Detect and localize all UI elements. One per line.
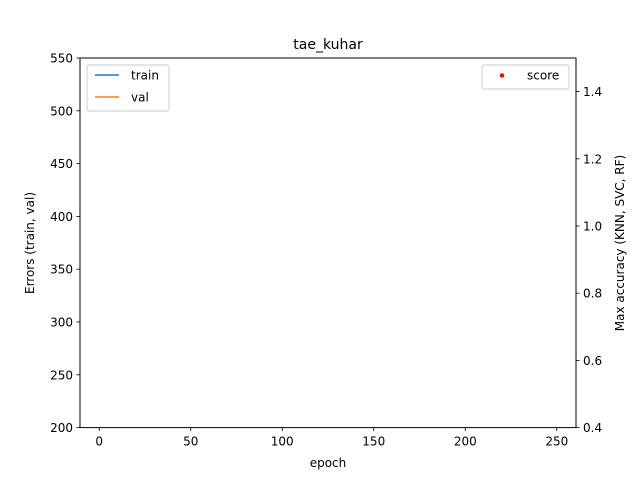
x-tick-label: 0 bbox=[95, 435, 103, 449]
x-tick-label: 200 bbox=[454, 435, 477, 449]
y-tick-label: 500 bbox=[50, 104, 73, 118]
chart-title: tae_kuhar bbox=[293, 37, 363, 53]
y-tick-label: 400 bbox=[50, 210, 73, 224]
y-tick-label: 300 bbox=[50, 316, 73, 330]
legend-val-label: val bbox=[131, 91, 149, 105]
legend-right: score bbox=[481, 64, 570, 90]
y2-tick-label: 1.4 bbox=[583, 85, 602, 99]
x-tick-label: 100 bbox=[271, 435, 294, 449]
y2-axis-label: Max accuracy (KNN, SVC, RF) bbox=[613, 155, 627, 331]
legend-left-frame bbox=[86, 64, 170, 112]
y2-axis-ticks: 0.4 0.6 0.8 1.0 1.2 1.4 bbox=[576, 85, 602, 435]
legend-score-swatch bbox=[499, 73, 505, 78]
plot-area bbox=[80, 58, 576, 428]
y2-tick-label: 1.2 bbox=[583, 152, 602, 166]
y2-tick-label: 1.0 bbox=[583, 220, 602, 234]
legend-score-label: score bbox=[527, 69, 559, 83]
x-tick-label: 150 bbox=[362, 435, 385, 449]
x-axis-ticks: 0 50 100 150 200 250 bbox=[95, 427, 568, 449]
legend-train-label: train bbox=[131, 69, 159, 83]
plot-frame bbox=[79, 57, 577, 429]
y-axis-ticks: 200 250 300 350 400 450 500 550 bbox=[50, 52, 80, 435]
x-tick-label: 50 bbox=[183, 435, 198, 449]
y-tick-label: 250 bbox=[50, 368, 73, 382]
legend-left: train val bbox=[86, 64, 170, 112]
y-tick-label: 350 bbox=[50, 263, 73, 277]
x-axis-label: epoch bbox=[310, 456, 347, 470]
y2-tick-label: 0.8 bbox=[583, 287, 602, 301]
x-tick-label: 250 bbox=[545, 435, 568, 449]
y-tick-label: 550 bbox=[50, 52, 73, 66]
legend-right-frame bbox=[481, 64, 570, 90]
y-tick-label: 200 bbox=[50, 421, 73, 435]
y2-tick-label: 0.6 bbox=[583, 354, 602, 368]
y-axis-label: Errors (train, val) bbox=[23, 192, 37, 294]
y-tick-label: 450 bbox=[50, 157, 73, 171]
y2-tick-label: 0.4 bbox=[583, 421, 602, 435]
